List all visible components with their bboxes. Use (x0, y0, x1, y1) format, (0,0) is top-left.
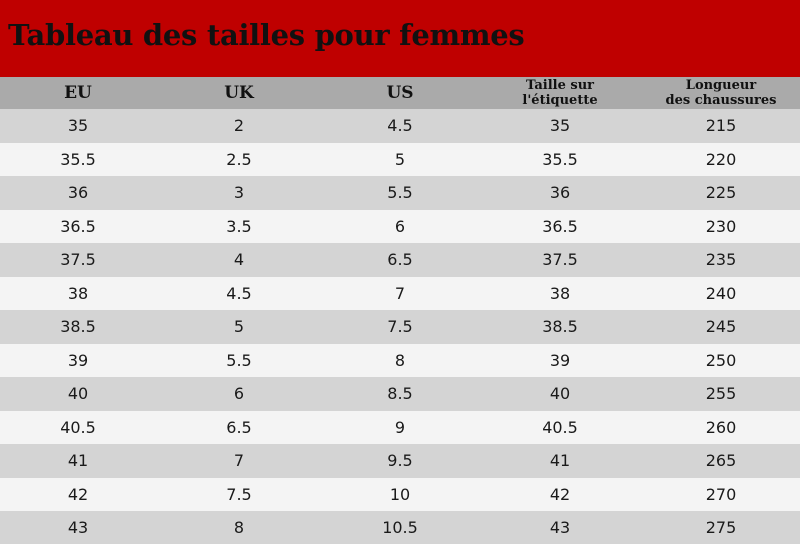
uk-size-cell: 4 (233, 250, 245, 270)
label-size-cell: 38.5 (542, 317, 578, 337)
uk-size-cell: 3.5 (226, 216, 252, 236)
table-row: 37.5 4 6.5 37.5 235 (0, 243, 800, 277)
table-row: 41 7 9.5 41 265 (0, 444, 800, 478)
label-size-cell: 39 (549, 350, 571, 370)
table-row: 40 6 8.5 40 255 (0, 377, 800, 411)
us-size-cell: 5.5 (387, 183, 413, 203)
us-size-cell: 5 (394, 149, 406, 169)
uk-size-cell: 7.5 (226, 484, 252, 504)
eu-size-cell: 35 (67, 116, 89, 136)
us-size-cell: 10.5 (382, 518, 418, 538)
uk-size-cell: 3 (233, 183, 245, 203)
shoe-length-cell: 240 (705, 283, 737, 303)
shoe-length-cell: 265 (705, 451, 737, 471)
label-size-cell: 35 (549, 116, 571, 136)
eu-size-cell: 36 (67, 183, 89, 203)
eu-size-cell: 37.5 (60, 250, 96, 270)
uk-size-cell: 6.5 (226, 417, 252, 437)
header-uk: UK (156, 77, 322, 109)
header-label-size-line: l'étiquette (522, 93, 598, 108)
eu-size-cell: 38 (67, 283, 89, 303)
shoe-length-cell: 225 (705, 183, 737, 203)
table-row: 35.5 2.5 5 35.5 220 (0, 142, 800, 176)
label-size-cell: 38 (549, 283, 571, 303)
header-eu: EU (0, 77, 156, 109)
uk-size-cell: 2.5 (226, 149, 252, 169)
shoe-length-cell: 245 (705, 317, 737, 337)
shoe-length-cell: 230 (705, 216, 737, 236)
eu-size-cell: 43 (67, 518, 89, 538)
shoe-length-cell: 255 (705, 384, 737, 404)
header-uk-line: UK (224, 83, 254, 103)
us-size-cell: 7.5 (387, 317, 413, 337)
table-row: 42 7.5 10 42 270 (0, 477, 800, 511)
table-row: 35 2 4.5 35 215 (0, 109, 800, 143)
label-size-cell: 41 (549, 451, 571, 471)
shoe-length-cell: 220 (705, 149, 737, 169)
table-row: 38 4.5 7 38 240 (0, 276, 800, 310)
us-size-cell: 8 (394, 350, 406, 370)
us-size-cell: 8.5 (387, 384, 413, 404)
eu-size-cell: 38.5 (60, 317, 96, 337)
eu-size-cell: 40 (67, 384, 89, 404)
us-size-cell: 6 (394, 216, 406, 236)
shoe-length-cell: 250 (705, 350, 737, 370)
label-size-cell: 40.5 (542, 417, 578, 437)
us-size-cell: 9.5 (387, 451, 413, 471)
header-eu-line: EU (64, 83, 92, 103)
header-shoe-length-line: des chaussures (665, 93, 777, 108)
uk-size-cell: 5 (233, 317, 245, 337)
eu-size-cell: 36.5 (60, 216, 96, 236)
eu-size-cell: 41 (67, 451, 89, 471)
shoe-length-cell: 275 (705, 518, 737, 538)
label-size-cell: 43 (549, 518, 571, 538)
shoe-length-cell: 235 (705, 250, 737, 270)
shoe-length-cell: 215 (705, 116, 737, 136)
table-row: 36 3 5.5 36 225 (0, 176, 800, 210)
label-size-cell: 36.5 (542, 216, 578, 236)
uk-size-cell: 5.5 (226, 350, 252, 370)
eu-size-cell: 39 (67, 350, 89, 370)
uk-size-cell: 8 (233, 518, 245, 538)
header-label-size-line: Taille sur (525, 78, 595, 93)
eu-size-cell: 35.5 (60, 149, 96, 169)
us-size-cell: 6.5 (387, 250, 413, 270)
table-row: 38.5 5 7.5 38.5 245 (0, 310, 800, 344)
table-row: 36.5 3.5 6 36.5 230 (0, 209, 800, 243)
table-row: 39 5.5 8 39 250 (0, 343, 800, 377)
us-size-cell: 9 (394, 417, 406, 437)
label-size-cell: 36 (549, 183, 571, 203)
header-label-size: Taille sur l'étiquette (478, 77, 642, 109)
uk-size-cell: 4.5 (226, 283, 252, 303)
eu-size-cell: 40.5 (60, 417, 96, 437)
label-size-cell: 35.5 (542, 149, 578, 169)
us-size-cell: 4.5 (387, 116, 413, 136)
page-title: Tableau des tailles pour femmes (8, 18, 525, 52)
uk-size-cell: 7 (233, 451, 245, 471)
label-size-cell: 42 (549, 484, 571, 504)
us-size-cell: 7 (394, 283, 406, 303)
table-row: 43 8 10.5 43 275 (0, 511, 800, 544)
table-header-row: EU UK US Taille sur l'étiquette Longueur des c… (0, 77, 800, 109)
uk-size-cell: 2 (233, 116, 245, 136)
label-size-cell: 37.5 (542, 250, 578, 270)
shoe-length-cell: 270 (705, 484, 737, 504)
title-bar: Tableau des tailles pour femmes (0, 0, 800, 77)
header-shoe-length-line: Longueur (685, 78, 757, 93)
header-shoe-length: Longueur des chaussures (642, 77, 800, 109)
table-row: 40.5 6.5 9 40.5 260 (0, 410, 800, 444)
shoe-length-cell: 260 (705, 417, 737, 437)
label-size-cell: 40 (549, 384, 571, 404)
eu-size-cell: 42 (67, 484, 89, 504)
uk-size-cell: 6 (233, 384, 245, 404)
size-table-body: 35 2 4.5 35 215 35.5 2.5 5 35.5 220 36 3 5.5 36 225 36.… (0, 109, 800, 544)
header-us: US (322, 77, 478, 109)
us-size-cell: 10 (389, 484, 411, 504)
header-us-line: US (386, 83, 414, 103)
